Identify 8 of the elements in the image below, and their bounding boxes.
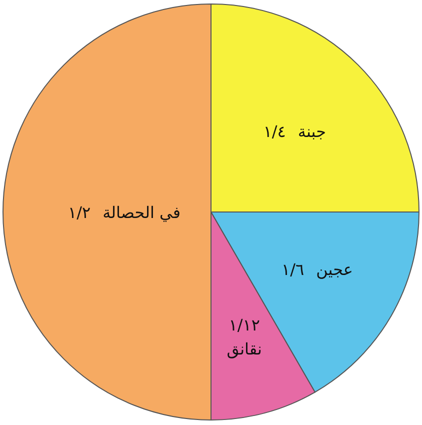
data-label: ١/٢ (68, 203, 91, 222)
slice-label: في الحصالة (102, 203, 181, 222)
data-label: ١/٦ (281, 260, 304, 280)
slice-label: عجين (316, 260, 353, 280)
data-label: ١/١٢ (228, 316, 260, 335)
data-label: ١/٤ (263, 122, 286, 142)
slice-label: نقانق (226, 340, 262, 359)
slice-label: جبنة (298, 122, 326, 142)
